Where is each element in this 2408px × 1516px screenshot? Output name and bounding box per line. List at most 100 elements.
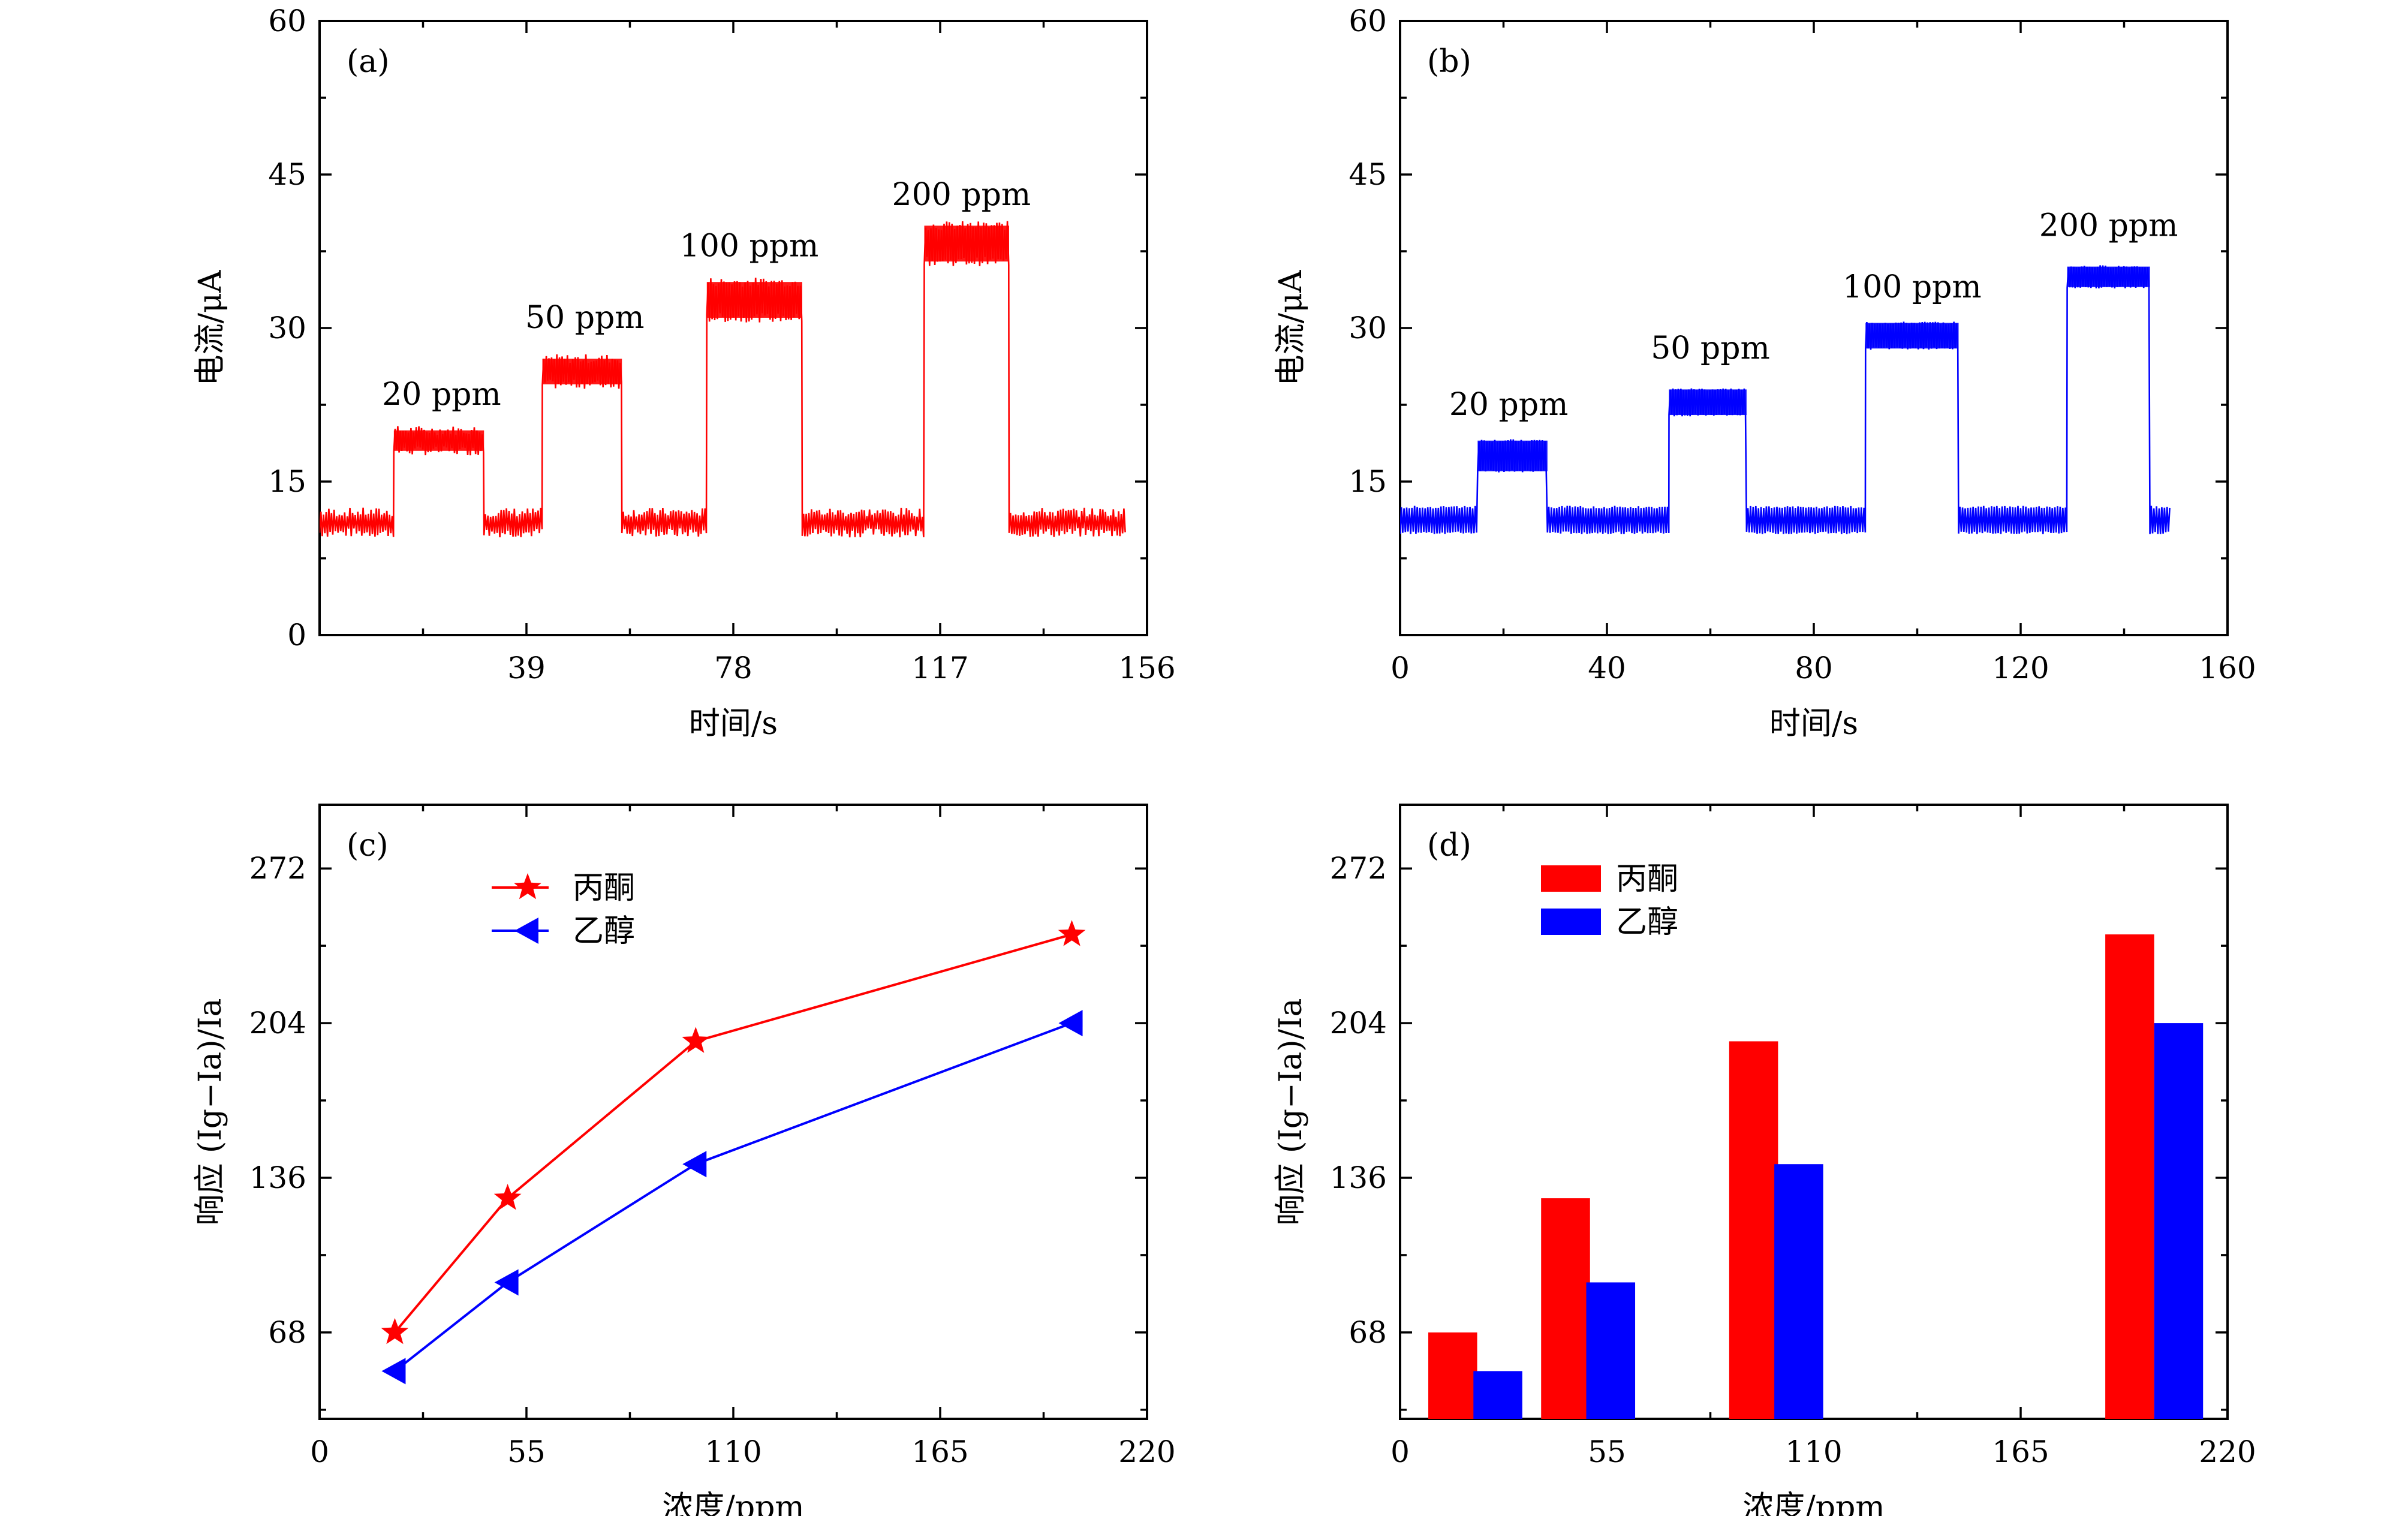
step-band bbox=[393, 430, 484, 451]
x-tick-label: 0 bbox=[310, 1434, 329, 1469]
chart-panel-d: 0 55 110 165 220 68 136 204 272 浓度/ppm 响应 (Ig−Ia)/… bbox=[1273, 804, 2256, 1516]
y-tick-label: 30 bbox=[268, 311, 306, 345]
chart-panel-c: 0 55 110 165 220 68 136 204 272 浓度/ppm 响应 (Ig−Ia)/… bbox=[192, 804, 1176, 1516]
x-tick-label: 78 bbox=[714, 651, 752, 685]
bar-1 bbox=[1428, 1332, 1477, 1419]
y-axis-title: 响应 (Ig−Ia)/Ia bbox=[1273, 998, 1309, 1225]
y-tick-label: 15 bbox=[268, 464, 306, 499]
panel-label: (c) bbox=[347, 828, 389, 864]
legend-label: 丙酮 bbox=[573, 870, 635, 906]
y-tick-label: 0 bbox=[287, 618, 306, 652]
step-band bbox=[1477, 440, 1548, 471]
legend-label: 乙醇 bbox=[1616, 904, 1678, 940]
x-tick-label: 80 bbox=[1795, 651, 1833, 685]
bar-2 bbox=[1586, 1282, 1636, 1419]
concentration-label: 50 ppm bbox=[525, 300, 645, 336]
y-axis-title: 电流/μA bbox=[192, 269, 228, 386]
data-point-star bbox=[493, 1184, 522, 1210]
x-tick-label: 165 bbox=[911, 1434, 968, 1469]
y-tick-label: 204 bbox=[249, 1006, 306, 1040]
x-tick-label: 0 bbox=[1390, 1434, 1410, 1469]
x-axis-title: 时间/s bbox=[689, 706, 778, 742]
legend-swatch bbox=[1541, 865, 1601, 892]
y-tick-label: 30 bbox=[1349, 311, 1387, 345]
plot-area bbox=[320, 221, 1126, 538]
y-axis-title: 响应 (Ig−Ia)/Ia bbox=[192, 998, 228, 1225]
y-tick-label: 45 bbox=[1349, 157, 1387, 192]
x-tick-label: 110 bbox=[1785, 1434, 1842, 1469]
concentration-label: 100 ppm bbox=[1843, 269, 1982, 305]
legend-label: 丙酮 bbox=[1616, 861, 1678, 897]
x-tick-label: 110 bbox=[705, 1434, 761, 1469]
plot-frame bbox=[318, 804, 1148, 1420]
data-point-star bbox=[381, 1318, 409, 1344]
x-tick-label: 220 bbox=[1118, 1434, 1175, 1469]
concentration-label: 100 ppm bbox=[680, 228, 819, 264]
concentration-label: 200 ppm bbox=[2039, 207, 2178, 243]
legend-marker-star bbox=[514, 873, 541, 900]
chart-panel-a: 39 78 117 156 0 15 30 45 60 时间/s 电流/μA (a) 20 ppm 50 … bbox=[192, 4, 1176, 742]
y-tick-label: 15 bbox=[1349, 464, 1387, 499]
data-point-triangle bbox=[1058, 1010, 1083, 1037]
x-axis-title: 时间/s bbox=[1769, 706, 1858, 742]
step-band bbox=[706, 282, 802, 318]
data-point-star bbox=[1058, 920, 1086, 946]
step-band bbox=[2067, 266, 2150, 287]
plot-frame bbox=[1399, 20, 2229, 636]
step-band bbox=[1669, 389, 1747, 416]
step-band bbox=[542, 359, 622, 384]
y-tick-label: 68 bbox=[1349, 1315, 1387, 1350]
y-tick-label: 136 bbox=[1330, 1160, 1387, 1195]
bar-2 bbox=[2154, 1023, 2204, 1419]
panel-label: (a) bbox=[347, 44, 390, 80]
y-axis-title: 电流/μA bbox=[1273, 269, 1309, 386]
y-tick-label: 60 bbox=[268, 4, 306, 38]
data-point-triangle bbox=[381, 1358, 406, 1385]
data-point-triangle bbox=[682, 1151, 707, 1178]
y-tick-label: 272 bbox=[249, 851, 306, 886]
bar-1 bbox=[2105, 934, 2154, 1419]
data-point-star bbox=[682, 1027, 710, 1053]
x-tick-label: 160 bbox=[2199, 651, 2256, 685]
plot-area bbox=[381, 920, 1086, 1385]
x-tick-label: 0 bbox=[1390, 651, 1410, 685]
concentration-label: 200 ppm bbox=[892, 177, 1031, 213]
x-tick-label: 55 bbox=[507, 1434, 546, 1469]
x-tick-label: 156 bbox=[1118, 651, 1175, 685]
step-band bbox=[1865, 323, 1959, 349]
x-tick-label: 39 bbox=[507, 651, 546, 685]
bar-1 bbox=[1541, 1198, 1590, 1419]
panel-label: (b) bbox=[1427, 44, 1471, 80]
x-tick-label: 120 bbox=[1992, 651, 2049, 685]
concentration-label: 20 ppm bbox=[1449, 387, 1569, 423]
y-tick-label: 272 bbox=[1330, 851, 1387, 886]
x-tick-label: 165 bbox=[1992, 1434, 2049, 1469]
y-tick-label: 60 bbox=[1349, 4, 1387, 38]
x-axis-title: 浓度/ppm bbox=[1742, 1490, 1885, 1516]
bar-2 bbox=[1473, 1371, 1522, 1419]
plot-frame bbox=[318, 20, 1148, 636]
data-point-triangle bbox=[494, 1269, 519, 1296]
x-tick-label: 117 bbox=[911, 651, 968, 685]
legend-marker-triangle bbox=[514, 918, 538, 944]
bar-1 bbox=[1729, 1041, 1778, 1419]
y-tick-label: 45 bbox=[268, 157, 306, 192]
series-line-2 bbox=[394, 1022, 1073, 1372]
concentration-label: 50 ppm bbox=[1651, 330, 1770, 366]
series-line-1 bbox=[393, 933, 1073, 1334]
legend-swatch bbox=[1541, 909, 1601, 935]
plot-area bbox=[1400, 265, 2171, 534]
legend-label: 乙醇 bbox=[573, 913, 635, 949]
bar-2 bbox=[1774, 1164, 1823, 1419]
step-band bbox=[924, 225, 1009, 262]
x-tick-label: 40 bbox=[1588, 651, 1626, 685]
y-tick-label: 204 bbox=[1330, 1006, 1387, 1040]
y-tick-label: 136 bbox=[249, 1160, 306, 1195]
x-tick-label: 220 bbox=[2199, 1434, 2256, 1469]
plot-area bbox=[1428, 934, 2204, 1419]
y-tick-label: 68 bbox=[268, 1315, 306, 1350]
x-axis-title: 浓度/ppm bbox=[662, 1490, 804, 1516]
panel-label: (d) bbox=[1427, 828, 1471, 864]
concentration-label: 20 ppm bbox=[382, 377, 501, 413]
